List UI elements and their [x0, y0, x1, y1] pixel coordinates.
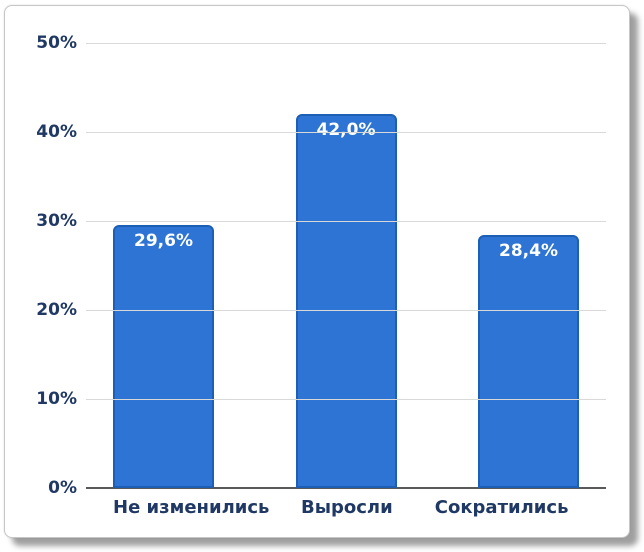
- gridline: [86, 132, 606, 133]
- y-tick-label: 10%: [36, 389, 77, 409]
- bar: 28,4%: [478, 235, 579, 488]
- y-tick-label: 50%: [36, 33, 77, 53]
- x-axis: Не изменились Выросли Сократились: [113, 496, 579, 520]
- bar: 29,6%: [113, 225, 214, 488]
- bar-value-label: 29,6%: [134, 231, 193, 251]
- bar-value-label: 42,0%: [316, 120, 376, 140]
- gridline: [86, 310, 606, 311]
- bars-container: 29,6% 42,0% 28,4%: [113, 43, 579, 488]
- bar-value-label: 28,4%: [499, 241, 558, 261]
- y-axis: 0% 10% 20% 30% 40% 50%: [5, 33, 77, 498]
- category-label: Выросли: [300, 497, 393, 518]
- category-label: Сократились: [434, 497, 569, 518]
- y-tick-label: 0%: [48, 478, 77, 498]
- category-label: Не изменились: [113, 497, 270, 518]
- chart-card: 0% 10% 20% 30% 40% 50% 29,6% 42,0% 28,4% Не изм…: [4, 5, 630, 538]
- y-tick-label: 30%: [36, 211, 77, 231]
- y-tick-label: 20%: [36, 300, 77, 320]
- gridline: [86, 221, 606, 222]
- x-axis-line: [86, 487, 606, 489]
- gridline: [86, 399, 606, 400]
- gridline: [86, 43, 606, 44]
- bar: 42,0%: [295, 114, 397, 488]
- y-tick-label: 40%: [36, 122, 77, 142]
- plot-area: 29,6% 42,0% 28,4%: [86, 43, 606, 489]
